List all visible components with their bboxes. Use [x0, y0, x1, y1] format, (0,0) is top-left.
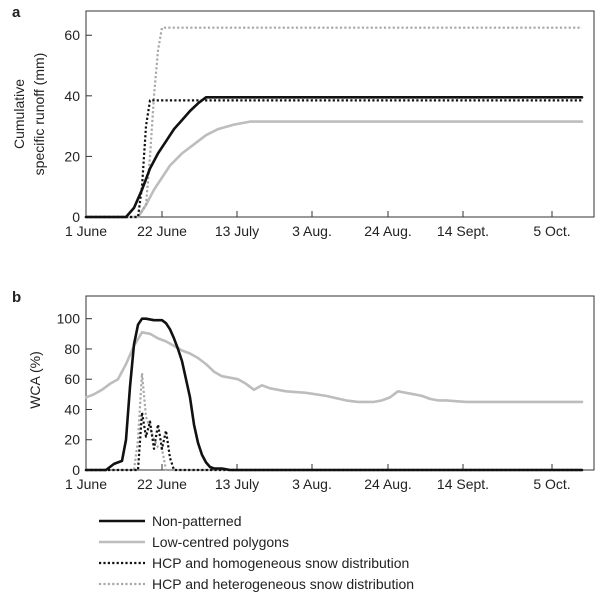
- panel-b-y-tick-label: 80: [64, 341, 80, 357]
- panel-a-y-axis-label: specific runoff (mm): [31, 53, 47, 176]
- legend-label: HCP and homogeneous snow distribution: [152, 555, 409, 571]
- panel-b-series-low-centred-polygons: [84, 330, 584, 404]
- panel-b-y-tick-label: 20: [64, 432, 80, 448]
- panel-b-x-tick-label: 13 July: [215, 476, 259, 492]
- panel-b-y-tick-label: 60: [64, 371, 80, 387]
- panel-b-x-tick-label: 5 Oct.: [533, 476, 570, 492]
- panel-a-letter: a: [12, 4, 21, 21]
- panel-b-x-tick-label: 24 Aug.: [364, 476, 412, 492]
- panel-b-y-tick-label: 0: [72, 462, 80, 478]
- panel-b-x-tick-label: 22 June: [137, 476, 187, 492]
- panel-b-x-tick-label: 14 Sept.: [437, 476, 489, 492]
- legend-label: Low-centred polygons: [152, 534, 289, 550]
- panel-b-series-hcp-and-heterogeneous-snow-distribution: [86, 372, 582, 472]
- panel-a-series-hcp-and-heterogeneous-snow-distribution: [86, 26, 582, 219]
- panel-a-y-tick-label: 0: [72, 209, 80, 225]
- panel-a-x-tick-label: 22 June: [137, 223, 187, 239]
- panel-a-series-hcp-and-homogeneous-snow-distribution: [86, 99, 582, 219]
- panel-a-x-tick-label: 1 June: [65, 223, 107, 239]
- panel-a-x-tick-label: 24 Aug.: [364, 223, 412, 239]
- panel-a-x-tick-label: 14 Sept.: [437, 223, 489, 239]
- legend-label: HCP and heterogeneous snow distribution: [152, 576, 414, 592]
- panel-a-y-tick-label: 20: [64, 148, 80, 164]
- panel-b-y-tick-label: 100: [57, 311, 81, 327]
- panel-a-y-tick-label: 40: [64, 88, 80, 104]
- legend-label: Non-patterned: [152, 513, 242, 529]
- panel-b-series-non-patterned: [84, 317, 584, 472]
- panel-b-x-tick-label: 1 June: [65, 476, 107, 492]
- panel-a-y-tick-label: 60: [64, 27, 80, 43]
- panel-b-y-axis-label: WCA (%): [27, 351, 43, 409]
- panel-a-series-non-patterned: [84, 96, 584, 219]
- panel-a-y-axis-label: Cumulative: [11, 79, 27, 149]
- panel-a-x-tick-label: 13 July: [215, 223, 259, 239]
- panel-b-x-tick-label: 3 Aug.: [292, 476, 332, 492]
- panel-a-plot-frame: [85, 10, 595, 218]
- panel-b-series-hcp-and-homogeneous-snow-distribution: [86, 411, 582, 472]
- panel-a-x-tick-label: 5 Oct.: [533, 223, 570, 239]
- panel-b-letter: b: [12, 289, 21, 306]
- panel-a-series-low-centred-polygons: [84, 120, 584, 219]
- panel-a-x-tick-label: 3 Aug.: [292, 223, 332, 239]
- panel-b-y-tick-label: 40: [64, 401, 80, 417]
